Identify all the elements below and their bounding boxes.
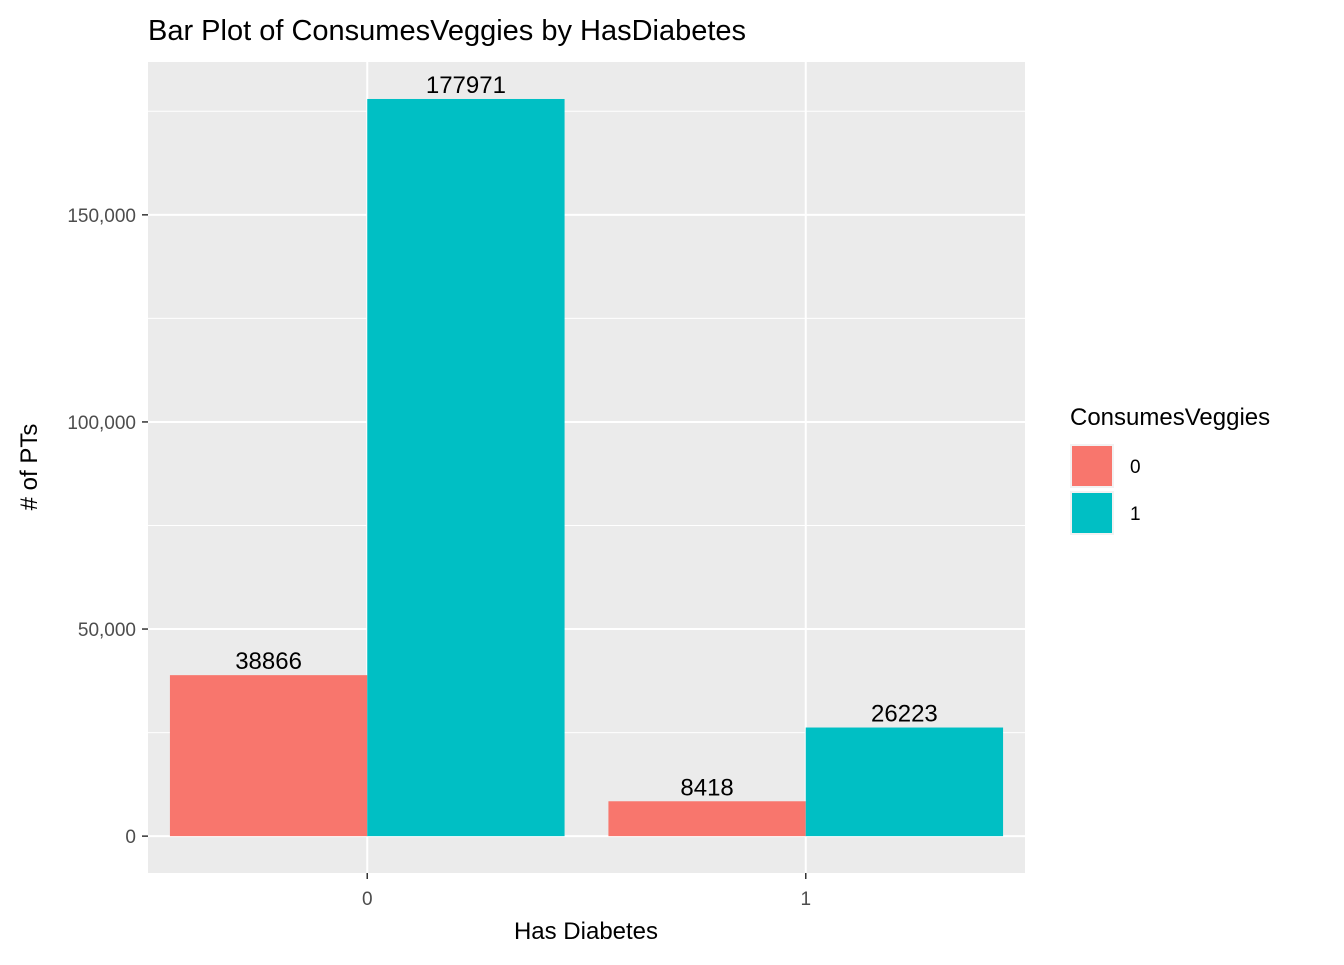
- data-label: 26223: [871, 701, 938, 728]
- x-tick-label: 0: [362, 889, 373, 910]
- data-label: 177971: [426, 72, 506, 99]
- legend-label: 1: [1130, 504, 1141, 525]
- legend-swatch-0: [1072, 446, 1112, 486]
- data-labels: 38866 8418 177971 26223: [235, 72, 938, 801]
- data-label: 8418: [680, 774, 733, 801]
- data-label: 38866: [235, 648, 302, 675]
- bar-series-1-category-1: [805, 727, 1004, 837]
- y-tick-label: 150,000: [67, 206, 136, 227]
- x-axis-title: Has Diabetes: [514, 918, 658, 945]
- chart-title: Bar Plot of ConsumesVeggies by HasDiabet…: [148, 15, 746, 47]
- y-axis: 0 50,000 100,000 150,000: [67, 206, 148, 848]
- legend-title: ConsumesVeggies: [1070, 404, 1270, 431]
- y-axis-title: # of PTs: [16, 424, 43, 511]
- bar-series-0-category-0: [169, 675, 368, 837]
- legend: ConsumesVeggies 0 1: [1070, 404, 1270, 535]
- y-tick-label: 50,000: [78, 620, 136, 641]
- y-tick-label: 100,000: [67, 413, 136, 434]
- bar-series-0-category-1: [608, 801, 806, 837]
- y-tick-label: 0: [125, 827, 136, 848]
- legend-label: 0: [1130, 457, 1141, 478]
- bar-series-1-category-0: [367, 98, 565, 837]
- x-tick-label: 1: [800, 889, 811, 910]
- legend-swatch-1: [1072, 493, 1112, 533]
- bars: [169, 98, 1004, 837]
